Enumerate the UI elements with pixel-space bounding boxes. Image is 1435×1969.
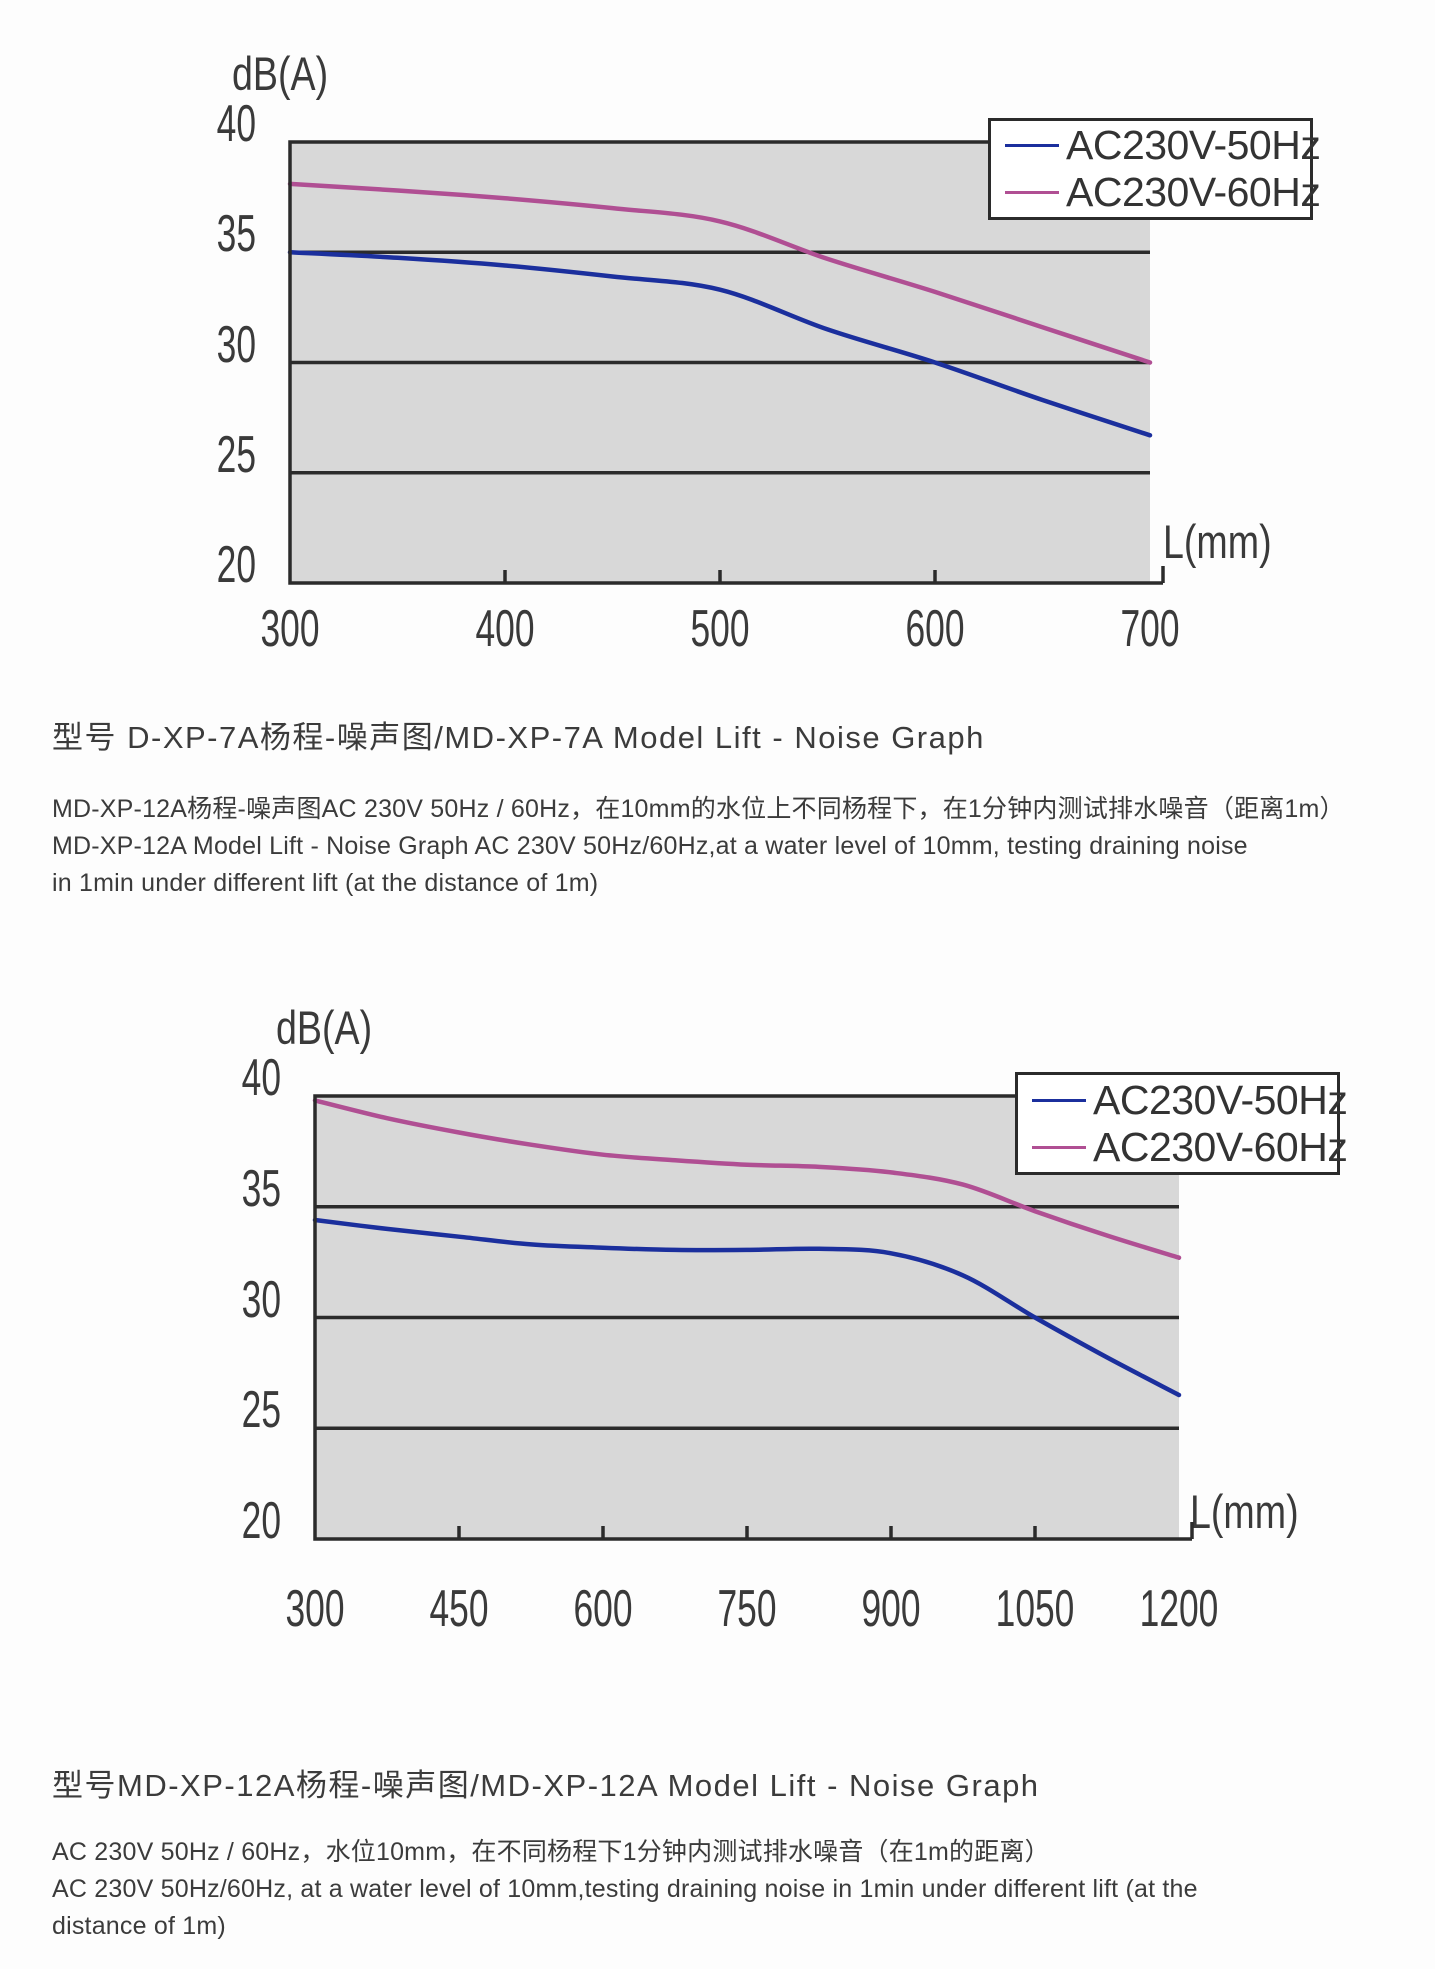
x-tick-label: 450 — [429, 1580, 489, 1638]
x-tick-label: 400 — [475, 600, 535, 658]
caption-line: distance of 1m) — [52, 1912, 226, 1940]
x-tick-label: 600 — [573, 1580, 633, 1638]
legend-line-sample — [1005, 144, 1059, 147]
x-tick-label: 900 — [861, 1580, 921, 1638]
series-curve-ac230v-60hz — [287, 181, 1153, 365]
legend-line-sample — [1032, 1098, 1086, 1102]
y-tick-label: 40 — [216, 95, 256, 153]
x-tick-label: 600 — [905, 600, 965, 658]
legend-line-sample — [1005, 191, 1059, 194]
legend-item-label: AC230V-50Hz — [1066, 122, 1321, 168]
x-tick-label: 500 — [690, 600, 750, 658]
y-tick-label: 20 — [241, 1492, 281, 1550]
legend-item: AC230V-50Hz — [1032, 1077, 1348, 1124]
caption-line: in 1min under different lift (at the dis… — [52, 869, 599, 897]
y-tick-label: 30 — [216, 315, 256, 374]
x-axis-title: L(mm) — [1163, 515, 1272, 568]
legend: AC230V-50Hz AC230V-60Hz — [1015, 1072, 1348, 1175]
plot-border — [288, 140, 1163, 585]
y-tick-label: 35 — [216, 205, 256, 264]
chart1-caption-title: 型号 D-XP-7A杨程-噪声图/MD-XP-7A Model Lift - N… — [52, 720, 985, 755]
x-tick-label: 1050 — [995, 1580, 1075, 1638]
x-tick-label: 300 — [285, 1580, 345, 1638]
legend-item: AC230V-60Hz — [1005, 169, 1321, 216]
plot-border — [313, 1094, 1192, 1541]
legend-item: AC230V-60Hz — [1032, 1124, 1348, 1171]
legend-item-label: AC230V-60Hz — [1066, 169, 1321, 215]
legend-line-sample — [1032, 1145, 1086, 1149]
y-tick-label: 20 — [216, 536, 256, 594]
legend: AC230V-50Hz AC230V-60Hz — [988, 118, 1321, 220]
series-curve-ac230v-50hz — [312, 1217, 1182, 1398]
series-curve-ac230v-60hz — [312, 1098, 1182, 1260]
y-tick-label: 25 — [216, 425, 256, 484]
y-tick-label: 35 — [241, 1159, 281, 1218]
caption-line: AC 230V 50Hz / 60Hz，水位10mm，在不同杨程下1分钟内测试排… — [52, 1838, 1050, 1866]
legend-item-label: AC230V-50Hz — [1093, 1076, 1348, 1123]
series-curve-ac230v-50hz — [287, 250, 1153, 438]
y-tick-label: 25 — [241, 1381, 281, 1440]
caption-line: AC 230V 50Hz/60Hz, at a water level of 1… — [52, 1875, 1198, 1903]
x-tick-label: 300 — [260, 600, 320, 658]
x-axis-title: L(mm) — [1190, 1485, 1299, 1538]
y-tick-label: 30 — [241, 1270, 281, 1329]
legend-item-label: AC230V-60Hz — [1093, 1123, 1348, 1170]
chart2-caption-title: 型号MD-XP-12A杨程-噪声图/MD-XP-12A Model Lift -… — [52, 1768, 1040, 1803]
x-tick-label: 700 — [1120, 600, 1180, 658]
y-tick-label: 40 — [241, 1049, 281, 1107]
x-tick-label: 1200 — [1139, 1580, 1219, 1638]
chart1-caption-body: MD-XP-12A杨程-噪声图AC 230V 50Hz / 60Hz，在10mm… — [52, 791, 1345, 902]
y-axis-title: dB(A) — [232, 47, 329, 100]
y-axis-title: dB(A) — [276, 1001, 373, 1054]
caption-line: MD-XP-12A杨程-噪声图AC 230V 50Hz / 60Hz，在10mm… — [52, 795, 1345, 823]
chart2-caption-body: AC 230V 50Hz / 60Hz，水位10mm，在不同杨程下1分钟内测试排… — [52, 1834, 1198, 1945]
x-tick-label: 750 — [717, 1580, 777, 1638]
legend-item: AC230V-50Hz — [1005, 122, 1321, 169]
caption-line: MD-XP-12A Model Lift - Noise Graph AC 23… — [52, 832, 1248, 860]
